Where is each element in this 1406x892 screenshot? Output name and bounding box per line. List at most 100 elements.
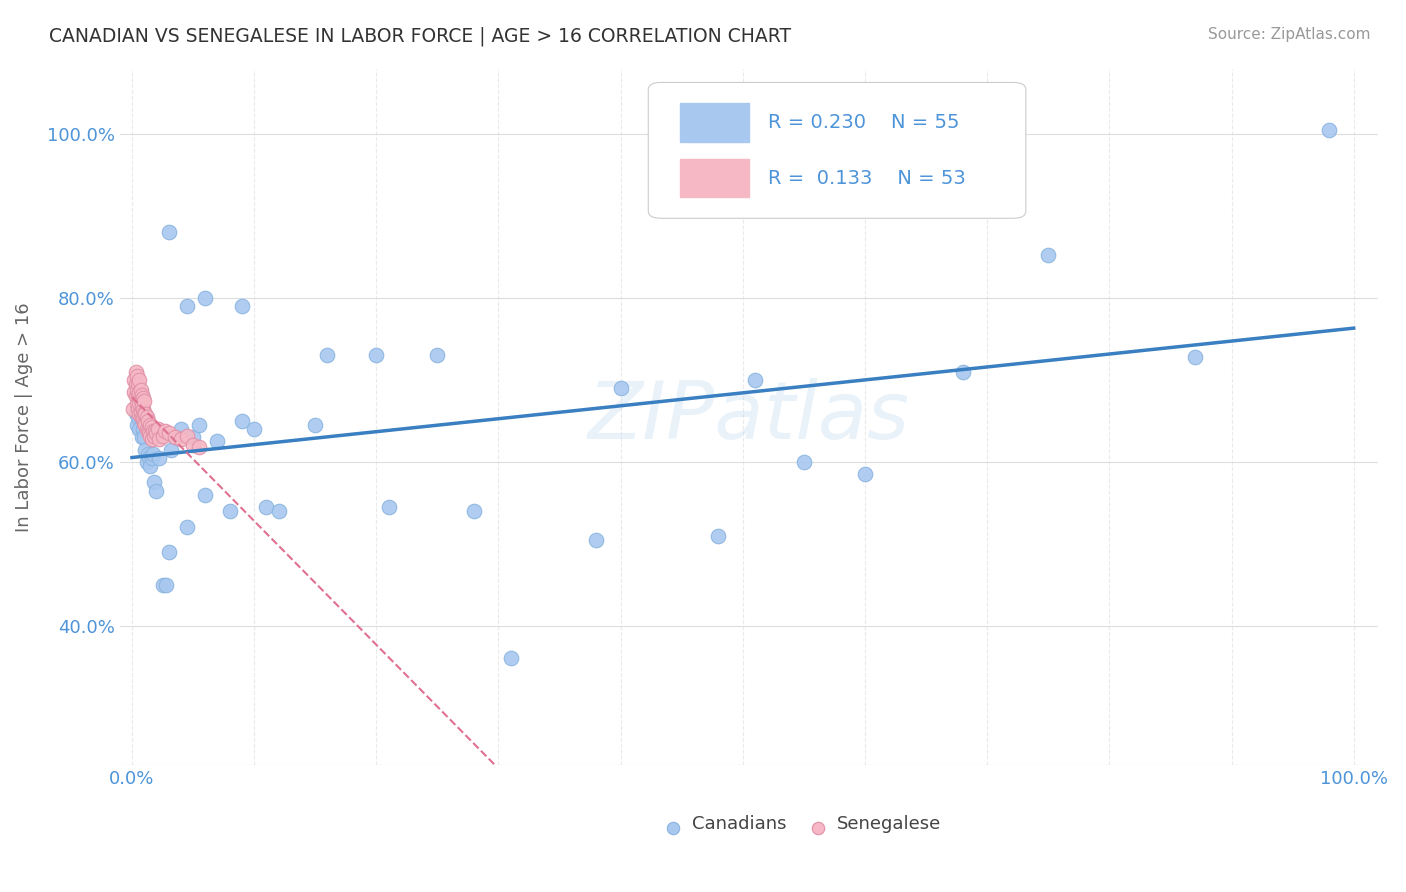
Point [136, 414, 159, 428]
Point [176, 428, 198, 442]
Point [585, 533, 607, 547]
Point [131, 409, 153, 424]
Point [129, 383, 152, 397]
Text: Source: ZipAtlas.com: Source: ZipAtlas.com [1208, 27, 1371, 42]
Point [134, 394, 156, 409]
Bar [679, 103, 749, 142]
Point [125, 417, 148, 432]
Point [134, 442, 156, 457]
Point [316, 348, 339, 362]
Point [129, 393, 152, 408]
Point [793, 455, 815, 469]
Point [218, 504, 240, 518]
Point [132, 422, 155, 436]
Point [463, 504, 485, 518]
Point [188, 417, 211, 432]
Point [377, 500, 399, 514]
Point [952, 365, 974, 379]
Point [134, 417, 156, 432]
Point [194, 487, 217, 501]
Point [231, 414, 253, 428]
Point [853, 467, 876, 482]
Point [143, 424, 166, 438]
Point [170, 422, 193, 436]
Point [1317, 123, 1340, 137]
Point [139, 417, 162, 432]
Point [128, 373, 150, 387]
Point [124, 376, 146, 391]
Point [366, 348, 388, 362]
Point [132, 401, 155, 416]
Point [131, 399, 153, 413]
Text: CANADIAN VS SENEGALESE IN LABOR FORCE | AGE > 16 CORRELATION CHART: CANADIAN VS SENEGALESE IN LABOR FORCE | … [49, 27, 792, 46]
Point [131, 430, 153, 444]
Point [134, 430, 156, 444]
Point [125, 383, 148, 397]
Point [145, 483, 167, 498]
Point [134, 406, 156, 420]
Point [157, 226, 180, 240]
Text: R =  0.133    N = 53: R = 0.133 N = 53 [768, 169, 966, 188]
Point [499, 651, 522, 665]
Point [142, 447, 165, 461]
Point [138, 450, 160, 465]
Point [163, 430, 186, 444]
Point [127, 389, 149, 403]
Point [139, 428, 162, 442]
Point [129, 409, 152, 424]
Point [148, 432, 170, 446]
Point [243, 422, 266, 436]
Point [146, 422, 169, 436]
Point [1184, 350, 1206, 364]
Point [127, 409, 149, 424]
Point [145, 426, 167, 441]
Y-axis label: In Labor Force | Age > 16: In Labor Force | Age > 16 [15, 302, 32, 532]
Point [1038, 248, 1060, 262]
Point [609, 381, 631, 395]
Point [160, 442, 183, 457]
Point [157, 545, 180, 559]
Point [128, 385, 150, 400]
Point [128, 422, 150, 436]
Point [124, 406, 146, 420]
Point [135, 409, 157, 424]
Point [153, 424, 176, 438]
Point [170, 432, 193, 446]
Point [135, 422, 157, 436]
Point [143, 475, 166, 490]
Point [122, 401, 145, 416]
Point [132, 391, 155, 405]
Point [125, 397, 148, 411]
Text: Senegalese: Senegalese [837, 815, 941, 833]
Point [129, 406, 152, 420]
Point [207, 434, 229, 449]
Point [176, 299, 198, 313]
Point [267, 504, 290, 518]
Point [141, 450, 163, 465]
Point [124, 373, 146, 387]
Point [163, 430, 186, 444]
Point [157, 426, 180, 441]
Point [148, 450, 170, 465]
Point [181, 430, 204, 444]
FancyBboxPatch shape [648, 82, 1026, 219]
Point [143, 428, 166, 442]
Point [127, 401, 149, 416]
Point [138, 426, 160, 441]
Point [141, 432, 163, 446]
Point [141, 420, 163, 434]
Point [124, 389, 146, 403]
Text: Canadians: Canadians [692, 815, 787, 833]
Point [155, 578, 177, 592]
Point [125, 368, 148, 383]
Point [124, 365, 146, 379]
Text: R = 0.230    N = 55: R = 0.230 N = 55 [768, 113, 959, 132]
Point [136, 447, 159, 461]
Point [304, 417, 326, 432]
Point [135, 455, 157, 469]
Point [176, 520, 198, 534]
Point [152, 428, 174, 442]
Point [124, 385, 146, 400]
Text: ZIPatlas: ZIPatlas [588, 378, 910, 456]
Point [188, 440, 211, 454]
